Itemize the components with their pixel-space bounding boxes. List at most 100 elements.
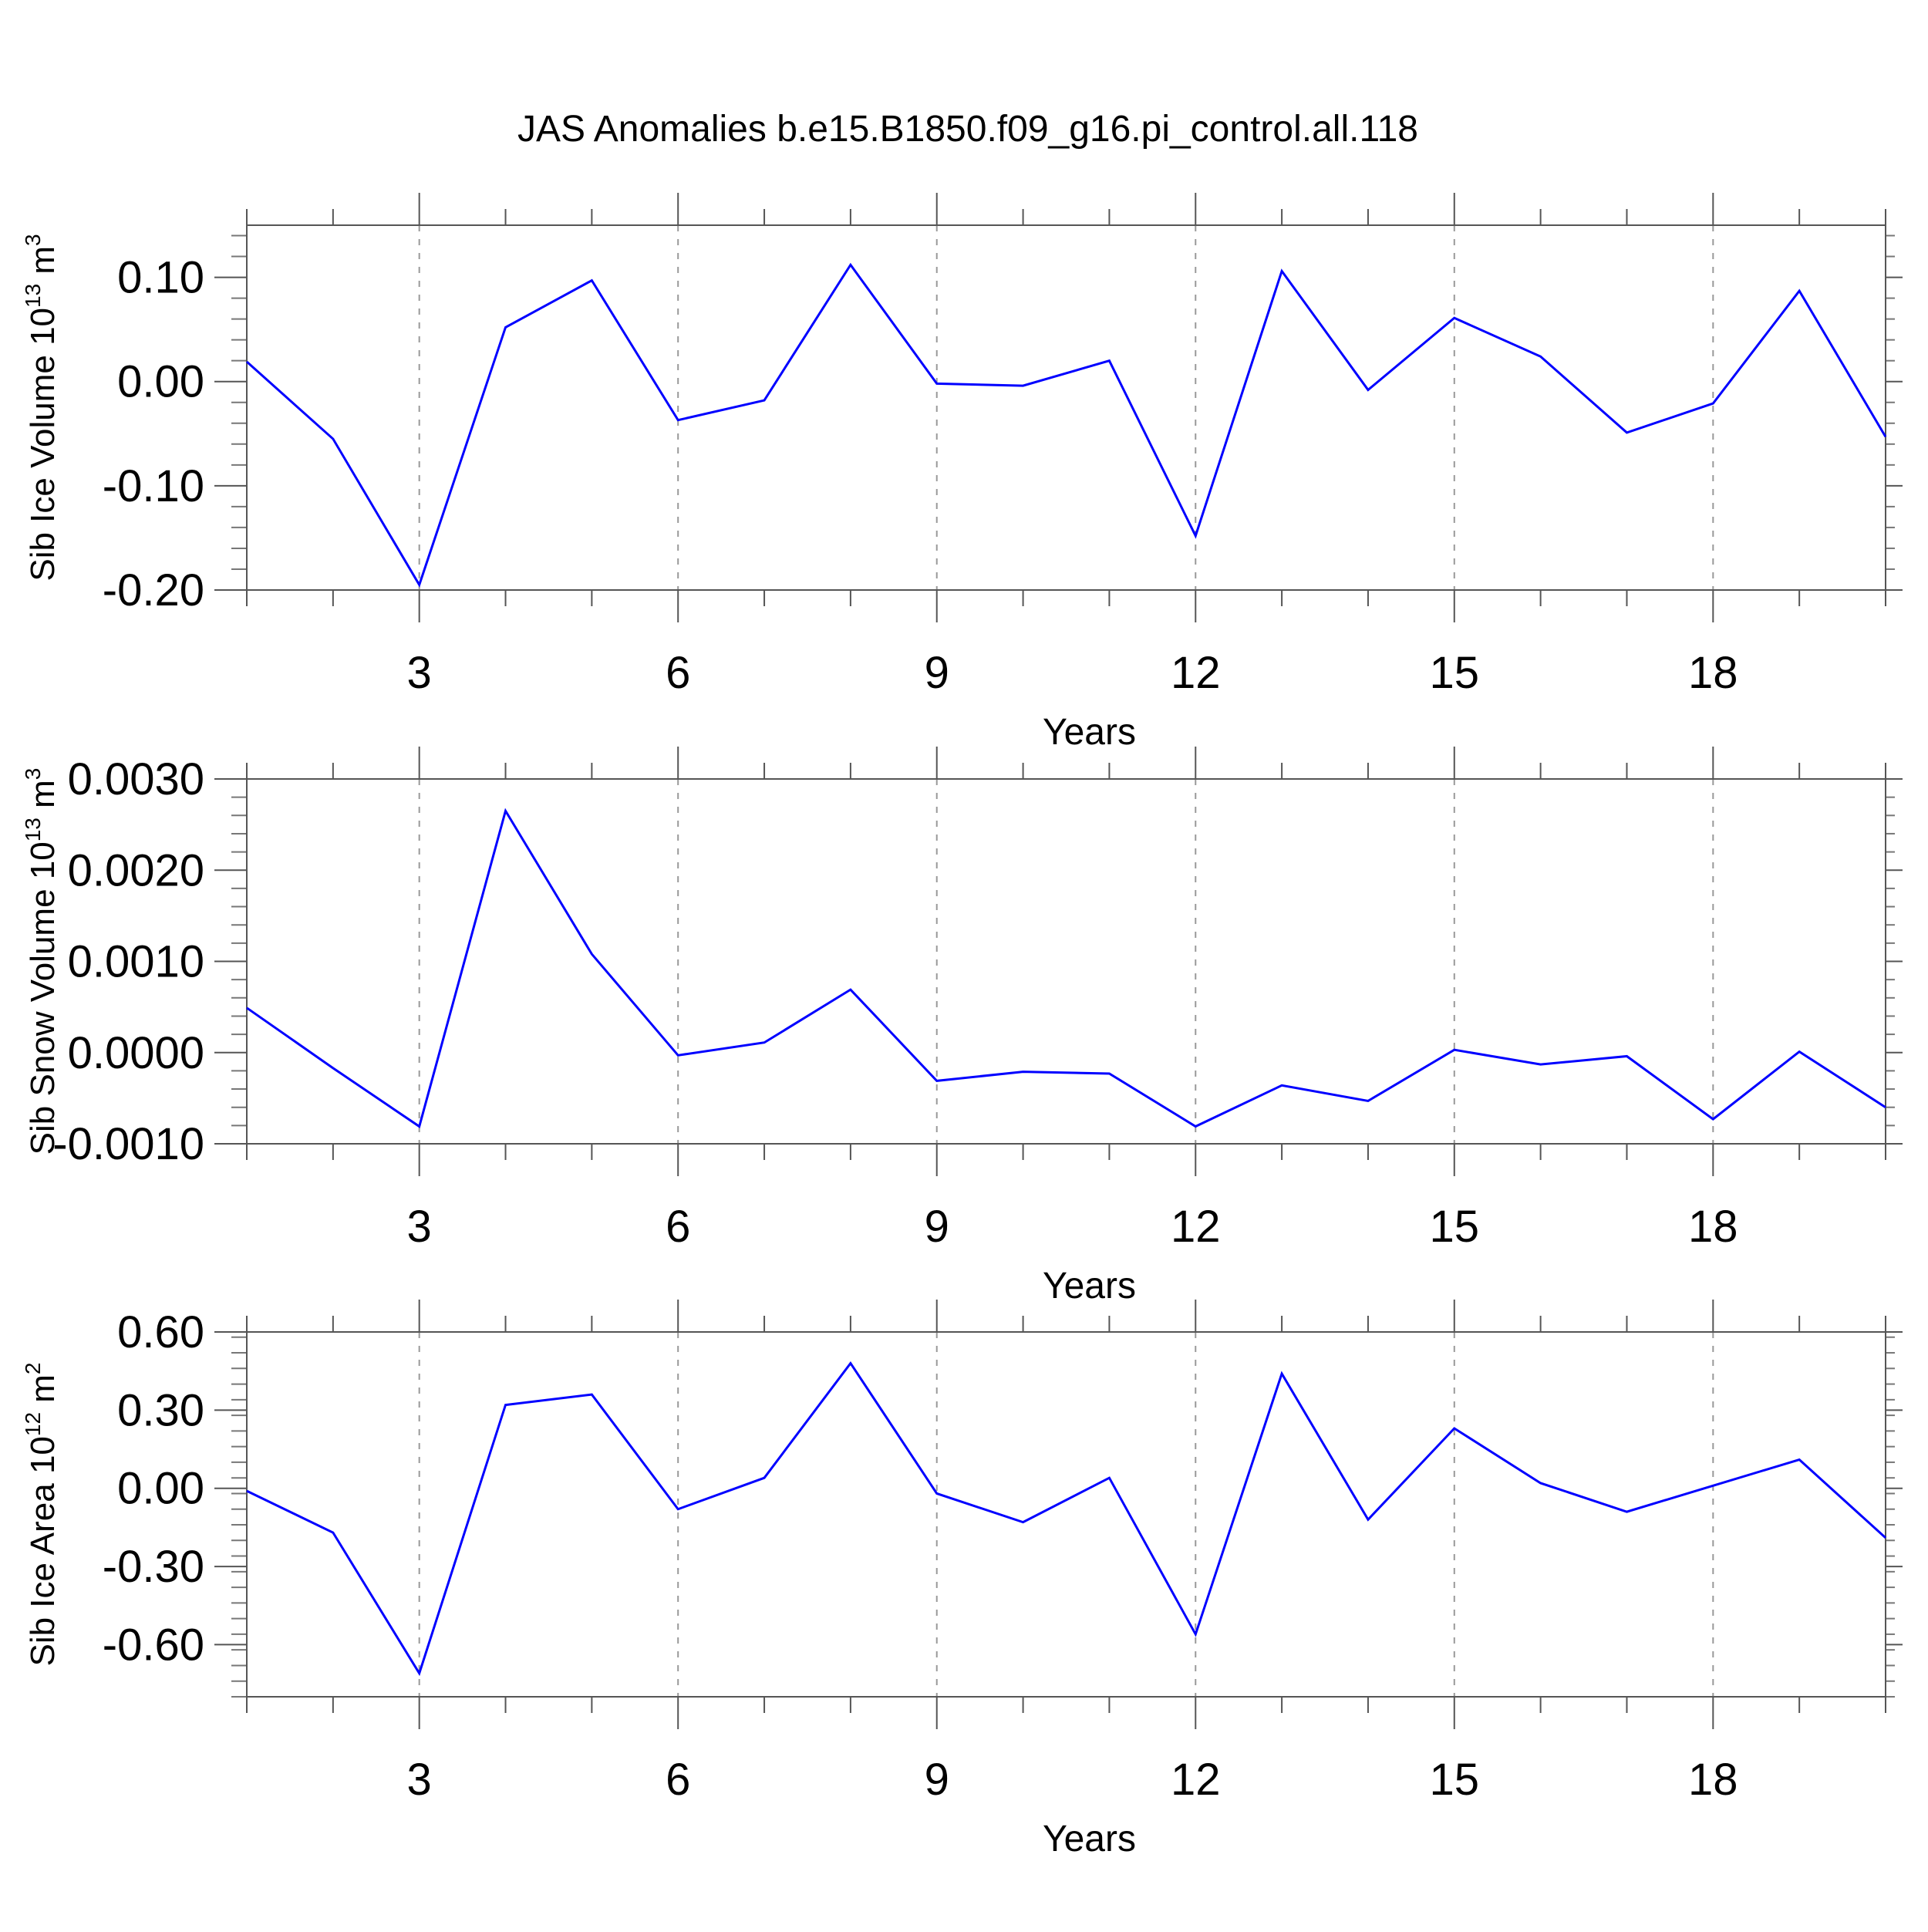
data-point <box>1540 1482 1542 1484</box>
x-tick-label: 9 <box>925 1202 949 1252</box>
data-point <box>505 1404 507 1406</box>
y-tick-label: 0.0020 <box>68 845 204 895</box>
data-point <box>1798 1051 1800 1053</box>
data-point <box>1540 1064 1542 1065</box>
y-axis-label-exponent: 13 <box>21 284 45 308</box>
data-point <box>1367 1519 1369 1520</box>
x-tick-label: 18 <box>1688 648 1738 698</box>
data-point <box>677 1054 679 1056</box>
data-point <box>1281 1084 1283 1086</box>
data-point <box>677 420 679 421</box>
data-point <box>591 280 592 282</box>
data-point <box>1454 1428 1455 1429</box>
plot-frame <box>246 1331 1886 1698</box>
data-point <box>850 989 851 990</box>
panel-1: 3 6 9 12 15 18 -0.20 -0.10 0.00 0.10 Years Sib Ice … <box>21 193 1903 753</box>
data-point <box>419 1673 420 1674</box>
x-tick-label: 18 <box>1688 1755 1738 1805</box>
y-tick-label: 0.30 <box>117 1385 204 1435</box>
data-point <box>1798 1459 1800 1461</box>
x-tick-label: 15 <box>1430 1202 1480 1252</box>
data-point <box>332 1532 334 1533</box>
y-axis-label-exponent: 12 <box>21 1412 45 1436</box>
figure-title: JAS Anomalies b.e15.B1850.f09_g16.pi_con… <box>517 109 1418 150</box>
data-point <box>1195 535 1196 537</box>
data-point <box>1367 389 1369 391</box>
data-point <box>246 361 248 362</box>
data-point <box>419 584 420 585</box>
data-point <box>763 1477 765 1479</box>
data-point <box>505 810 507 811</box>
data-point <box>1885 1537 1886 1539</box>
data-point <box>1108 360 1110 362</box>
x-tick-label: 9 <box>925 1755 949 1805</box>
y-tick-label: 0.0030 <box>68 754 204 804</box>
data-point <box>246 1007 248 1009</box>
data-point <box>1023 385 1024 386</box>
x-axis-label: Years <box>1043 1819 1136 1860</box>
x-tick-label: 15 <box>1430 648 1480 698</box>
x-tick-label: 12 <box>1171 1202 1221 1252</box>
y-tick-label: -0.60 <box>103 1620 204 1670</box>
y-axis-label: Sib Ice Area 1012 m2 <box>21 1362 62 1666</box>
x-tick-label: 3 <box>407 1755 432 1805</box>
data-point <box>1108 1477 1110 1479</box>
data-point <box>1281 270 1283 271</box>
y-axis-label-unit: m <box>24 1374 62 1412</box>
x-tick-label: 9 <box>925 648 949 698</box>
y-axis-label-exponent: 13 <box>21 818 45 841</box>
data-point <box>1798 290 1800 292</box>
plot-frame <box>246 224 1886 591</box>
x-tick-label: 12 <box>1171 648 1221 698</box>
y-tick-label: -0.20 <box>103 565 204 615</box>
y-tick-label: 0.00 <box>117 357 204 407</box>
data-point <box>332 1067 334 1069</box>
data-point <box>1195 1634 1196 1635</box>
data-point <box>850 1363 851 1364</box>
data-point <box>505 326 507 328</box>
x-tick-label: 3 <box>407 1202 432 1252</box>
data-point <box>763 400 765 401</box>
panel-3: 3 6 9 12 15 18 -0.60 -0.30 0.00 0.30 0.60 Years Sib … <box>21 1300 1903 1860</box>
x-tick-label: 6 <box>666 1755 690 1805</box>
y-tick-label: 0.0000 <box>68 1028 204 1078</box>
x-tick-label: 6 <box>666 1202 690 1252</box>
data-point <box>1626 1511 1627 1512</box>
data-point <box>1885 436 1886 437</box>
data-point <box>1281 1373 1283 1374</box>
data-point <box>1108 1073 1110 1074</box>
y-axis-label-text: Sib Ice Area 10 <box>24 1436 62 1666</box>
data-point <box>1712 1485 1714 1486</box>
series-line <box>246 1360 1887 1677</box>
data-point <box>677 1509 679 1510</box>
x-tick-label: 15 <box>1430 1755 1480 1805</box>
y-tick-label: 0.0010 <box>68 937 204 987</box>
data-point <box>763 1042 765 1044</box>
data-point <box>332 438 334 440</box>
x-tick-label: 18 <box>1688 1202 1738 1252</box>
data-point <box>1540 356 1542 357</box>
plot-frame <box>246 778 1886 1145</box>
data-point <box>936 383 938 384</box>
y-axis-label-text: Sib Ice Volume 10 <box>24 308 62 582</box>
data-point <box>591 953 592 955</box>
y-axis-label-unit-exponent: 3 <box>21 768 45 781</box>
data-point <box>246 1490 248 1492</box>
data-point <box>1454 317 1455 319</box>
data-point <box>1626 432 1627 433</box>
data-point <box>850 264 851 265</box>
x-axis-label: Years <box>1043 712 1136 753</box>
x-tick-label: 12 <box>1171 1755 1221 1805</box>
series-line <box>246 808 1886 1128</box>
panel-2: 3 6 9 12 15 18 -0.0010 0.0000 0.0010 0.0020 0.0030… <box>21 747 1903 1307</box>
y-tick-label: 0.60 <box>117 1307 204 1357</box>
y-axis-label-unit-exponent: 2 <box>21 1362 45 1374</box>
y-axis-label-unit: m <box>24 246 62 284</box>
data-point <box>1712 1118 1714 1120</box>
data-point <box>1023 1522 1024 1523</box>
data-point <box>419 1126 420 1128</box>
y-tick-label: -0.0010 <box>52 1119 204 1169</box>
x-tick-label: 3 <box>407 648 432 698</box>
